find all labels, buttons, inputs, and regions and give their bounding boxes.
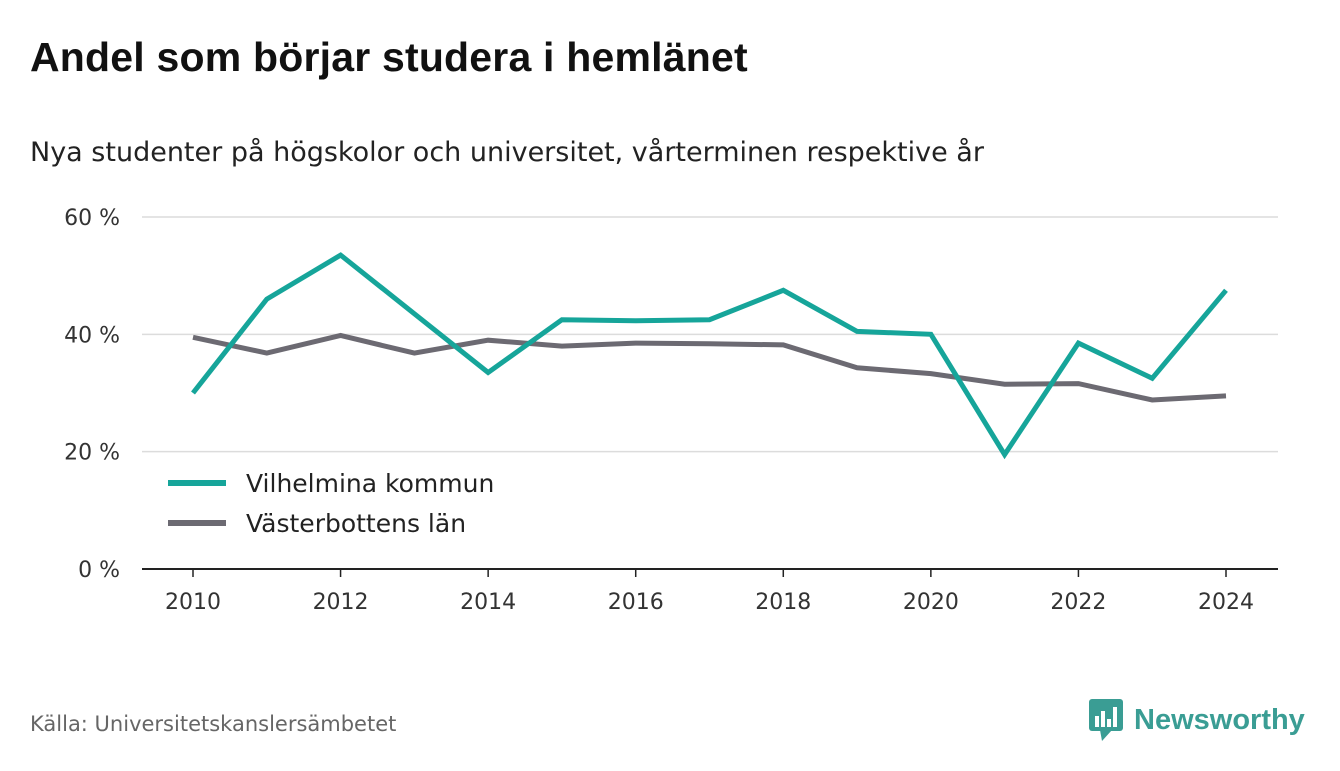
chart-title: Andel som börjar studera i hemlänet	[30, 34, 748, 80]
y-tick-label: 40 %	[64, 323, 120, 348]
legend-label: Västerbottens län	[246, 509, 466, 538]
y-tick-label: 0 %	[78, 558, 120, 583]
y-tick-label: 60 %	[64, 206, 120, 231]
newsworthy-logo: Newsworthy	[1088, 698, 1305, 742]
x-tick-label: 2020	[903, 590, 959, 615]
x-tick-label: 2012	[313, 590, 369, 615]
x-tick-label: 2010	[165, 590, 221, 615]
chart-subtitle: Nya studenter på högskolor och universit…	[30, 137, 984, 168]
x-tick-label: 2016	[608, 590, 664, 615]
newsworthy-chat-bar-icon	[1089, 699, 1123, 741]
series-line-0	[191, 252, 1228, 460]
x-tick-label: 2018	[755, 590, 811, 615]
x-tick-label: 2024	[1198, 590, 1254, 615]
x-tick-label: 2014	[460, 590, 516, 615]
legend-label: Vilhelmina kommun	[246, 469, 494, 498]
brand-name: Newsworthy	[1134, 703, 1305, 736]
series-line-1	[192, 332, 1227, 403]
source-note: Källa: Universitetskanslersämbetet	[30, 712, 397, 736]
y-tick-label: 20 %	[64, 441, 120, 466]
x-tick-label: 2022	[1050, 590, 1106, 615]
